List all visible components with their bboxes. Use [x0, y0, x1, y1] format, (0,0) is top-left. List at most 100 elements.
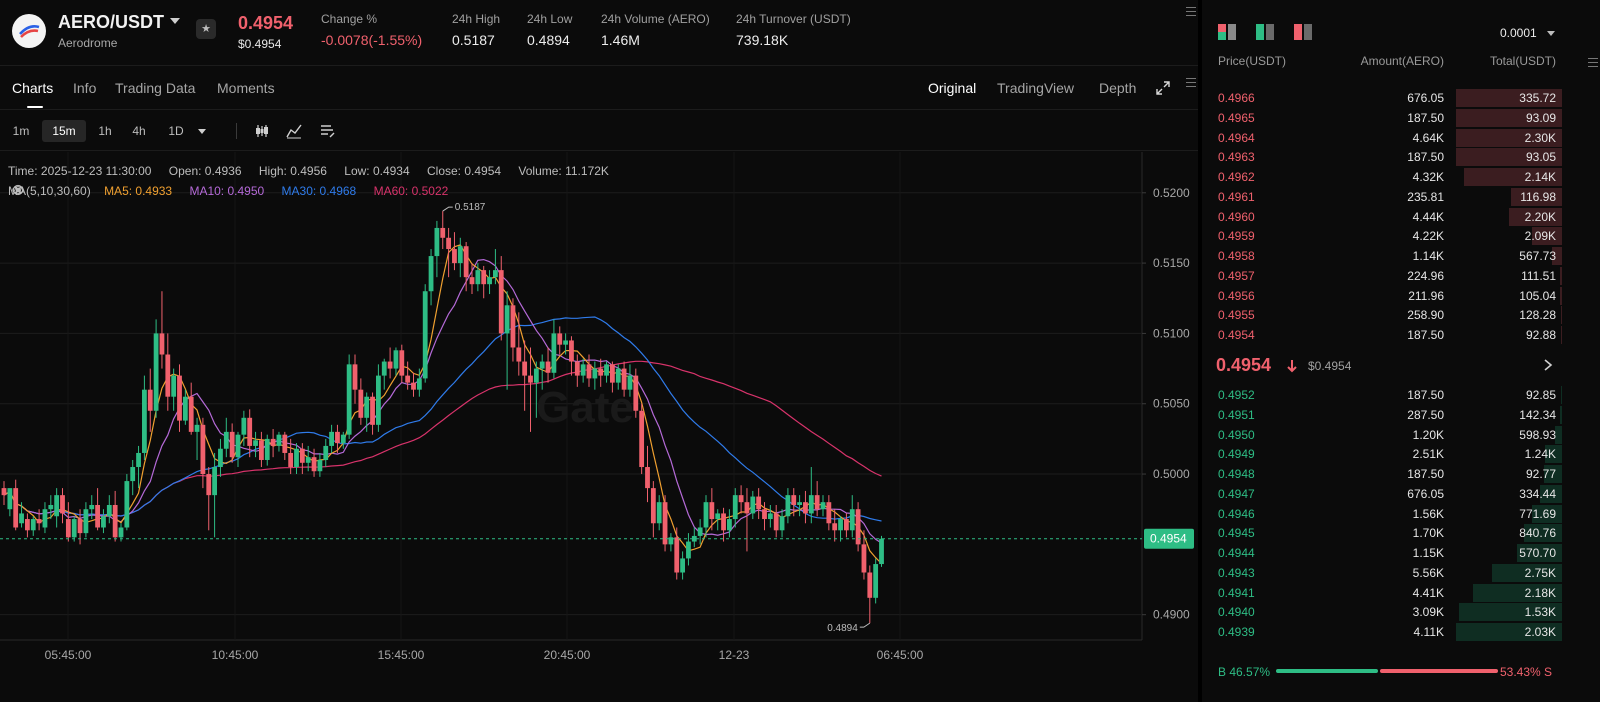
bid-total: 2.18K — [1524, 585, 1556, 600]
ask-row[interactable]: 0.4958 1.14K 567.73 — [1202, 246, 1600, 266]
candle-body — [42, 509, 48, 528]
drag-handle-icon[interactable] — [1186, 78, 1196, 90]
candle-body — [358, 389, 364, 418]
candle-body — [206, 474, 212, 496]
timeframe-1d[interactable]: 1D — [168, 124, 184, 138]
chevron-right-icon[interactable] — [1542, 358, 1554, 372]
bid-row[interactable]: 0.4943 5.56K 2.75K — [1202, 563, 1600, 583]
ask-row[interactable]: 0.4955 258.90 128.28 — [1202, 305, 1600, 325]
candle-body — [440, 227, 446, 238]
chevron-down-icon[interactable] — [198, 129, 206, 134]
bid-price: 0.4940 — [1218, 605, 1255, 620]
y-tick-label: 0.5050 — [1153, 397, 1190, 411]
bid-row[interactable]: 0.4948 187.50 92.77 — [1202, 464, 1600, 484]
view-original[interactable]: Original — [928, 80, 977, 96]
candle-body — [762, 509, 767, 520]
candle-body — [656, 502, 662, 524]
candle-high: High: 0.4956 — [258, 164, 327, 178]
star-icon[interactable]: ★ — [196, 19, 216, 39]
candle-body — [25, 519, 30, 531]
timeframe-4h[interactable]: 4h — [132, 124, 146, 138]
orderbook-mode-asks-icon[interactable] — [1294, 24, 1312, 40]
drag-handle-icon[interactable] — [1588, 58, 1598, 70]
view-tradingview[interactable]: TradingView — [997, 80, 1075, 96]
orderbook-mode-both-icon[interactable] — [1218, 24, 1236, 40]
low-marker-line — [859, 622, 871, 628]
ask-row[interactable]: 0.4960 4.44K 2.20K — [1202, 207, 1600, 227]
gear-icon[interactable] — [12, 184, 24, 196]
chart-canvas[interactable]: 0.5200 0.5150 0.5100 0.5050 0.5000 0.4900 05:4… — [0, 152, 1198, 702]
x-tick-label: 06:45:00 — [877, 648, 924, 662]
candle-body — [95, 504, 100, 528]
view-depth[interactable]: Depth — [1099, 80, 1137, 96]
candle-body — [686, 541, 691, 559]
bid-amount: 1.20K — [1412, 427, 1444, 442]
ask-row[interactable]: 0.4965 187.50 93.09 — [1202, 108, 1600, 128]
ask-amount: 4.22K — [1412, 229, 1444, 244]
candle-body — [323, 445, 329, 460]
bid-row[interactable]: 0.4952 187.50 92.85 — [1202, 385, 1600, 405]
bid-row[interactable]: 0.4951 287.50 142.34 — [1202, 405, 1600, 425]
bid-row[interactable]: 0.4945 1.70K 840.76 — [1202, 523, 1600, 543]
bid-row[interactable]: 0.4949 2.51K 1.24K — [1202, 444, 1600, 464]
candle-body — [662, 502, 668, 545]
candlestick-icon[interactable] — [254, 123, 270, 139]
tab-trading-data[interactable]: Trading Data — [115, 80, 196, 96]
chevron-down-icon[interactable] — [1547, 31, 1555, 36]
ask-row[interactable]: 0.4962 4.32K 2.14K — [1202, 167, 1600, 187]
bid-row[interactable]: 0.4944 1.15K 570.70 — [1202, 543, 1600, 563]
ask-total: 93.09 — [1525, 110, 1556, 125]
candle-body — [106, 504, 112, 517]
buy-ratio-bar — [1276, 669, 1378, 673]
candlestick-chart[interactable]: 0.5200 0.5150 0.5100 0.5050 0.5000 0.4900 05:4… — [0, 152, 1198, 702]
chevron-down-icon[interactable] — [170, 18, 180, 24]
candle-body — [487, 277, 492, 285]
candle-body — [446, 237, 451, 250]
ask-row[interactable]: 0.4956 211.96 105.04 — [1202, 286, 1600, 306]
bid-row[interactable]: 0.4939 4.11K 2.03K — [1202, 622, 1600, 642]
ask-row[interactable]: 0.4961 235.81 116.98 — [1202, 187, 1600, 207]
ask-total: 111.51 — [1521, 268, 1556, 283]
drag-handle-icon[interactable] — [1186, 7, 1196, 19]
ask-depth-bar — [1456, 108, 1562, 127]
candle-body — [610, 364, 615, 383]
timeframe-1h[interactable]: 1h — [98, 124, 112, 138]
ask-amount: 211.96 — [1408, 288, 1444, 303]
pair-selector[interactable]: AERO/USDT — [58, 12, 165, 32]
bid-row[interactable]: 0.4947 676.05 334.44 — [1202, 484, 1600, 504]
bid-row[interactable]: 0.4940 3.09K 1.53K — [1202, 602, 1600, 622]
candle-body — [142, 389, 147, 453]
gate-watermark: Gate — [536, 383, 634, 432]
ask-row[interactable]: 0.4954 187.50 92.88 — [1202, 325, 1600, 345]
bid-price: 0.4952 — [1218, 388, 1255, 402]
timeframe-1m[interactable]: 1m — [12, 124, 30, 138]
ask-price: 0.4956 — [1218, 288, 1255, 303]
chart-tabs: Charts Info Trading Data Moments Origina… — [0, 68, 1198, 110]
candle-body — [218, 448, 223, 468]
tab-info[interactable]: Info — [73, 80, 97, 96]
settings-list-icon[interactable] — [319, 123, 335, 139]
candle-body — [259, 440, 264, 460]
bid-row[interactable]: 0.4941 4.41K 2.18K — [1202, 583, 1600, 603]
orderbook-mode-bids-icon[interactable] — [1256, 24, 1274, 40]
candle-body — [803, 502, 808, 514]
fullscreen-icon[interactable] — [1156, 81, 1170, 95]
candle-body — [422, 291, 428, 379]
indicators-icon[interactable] — [286, 123, 302, 139]
close-icon[interactable] — [12, 184, 24, 196]
candle-body — [65, 519, 71, 538]
ask-row[interactable]: 0.4966 676.05 335.72 — [1202, 88, 1600, 108]
orderbook-panel: 0.0001 Price(USDT) Amount(AERO) Total(US… — [1202, 0, 1600, 702]
ask-row[interactable]: 0.4964 4.64K 2.30K — [1202, 128, 1600, 148]
bid-row[interactable]: 0.4950 1.20K 598.93 — [1202, 425, 1600, 445]
ask-row[interactable]: 0.4963 187.50 93.05 — [1202, 147, 1600, 167]
tick-size-select[interactable]: 0.0001 — [1500, 26, 1537, 40]
ask-row[interactable]: 0.4957 224.96 111.51 — [1202, 266, 1600, 286]
tab-moments[interactable]: Moments — [217, 80, 275, 96]
bid-row[interactable]: 0.4946 1.56K 771.69 — [1202, 504, 1600, 524]
bid-depth-bar — [1532, 504, 1562, 523]
timeframe-15m[interactable]: 15m — [42, 120, 86, 142]
tab-charts[interactable]: Charts — [12, 80, 54, 96]
high-marker-line — [442, 206, 453, 212]
ask-row[interactable]: 0.4959 4.22K 2.09K — [1202, 226, 1600, 246]
